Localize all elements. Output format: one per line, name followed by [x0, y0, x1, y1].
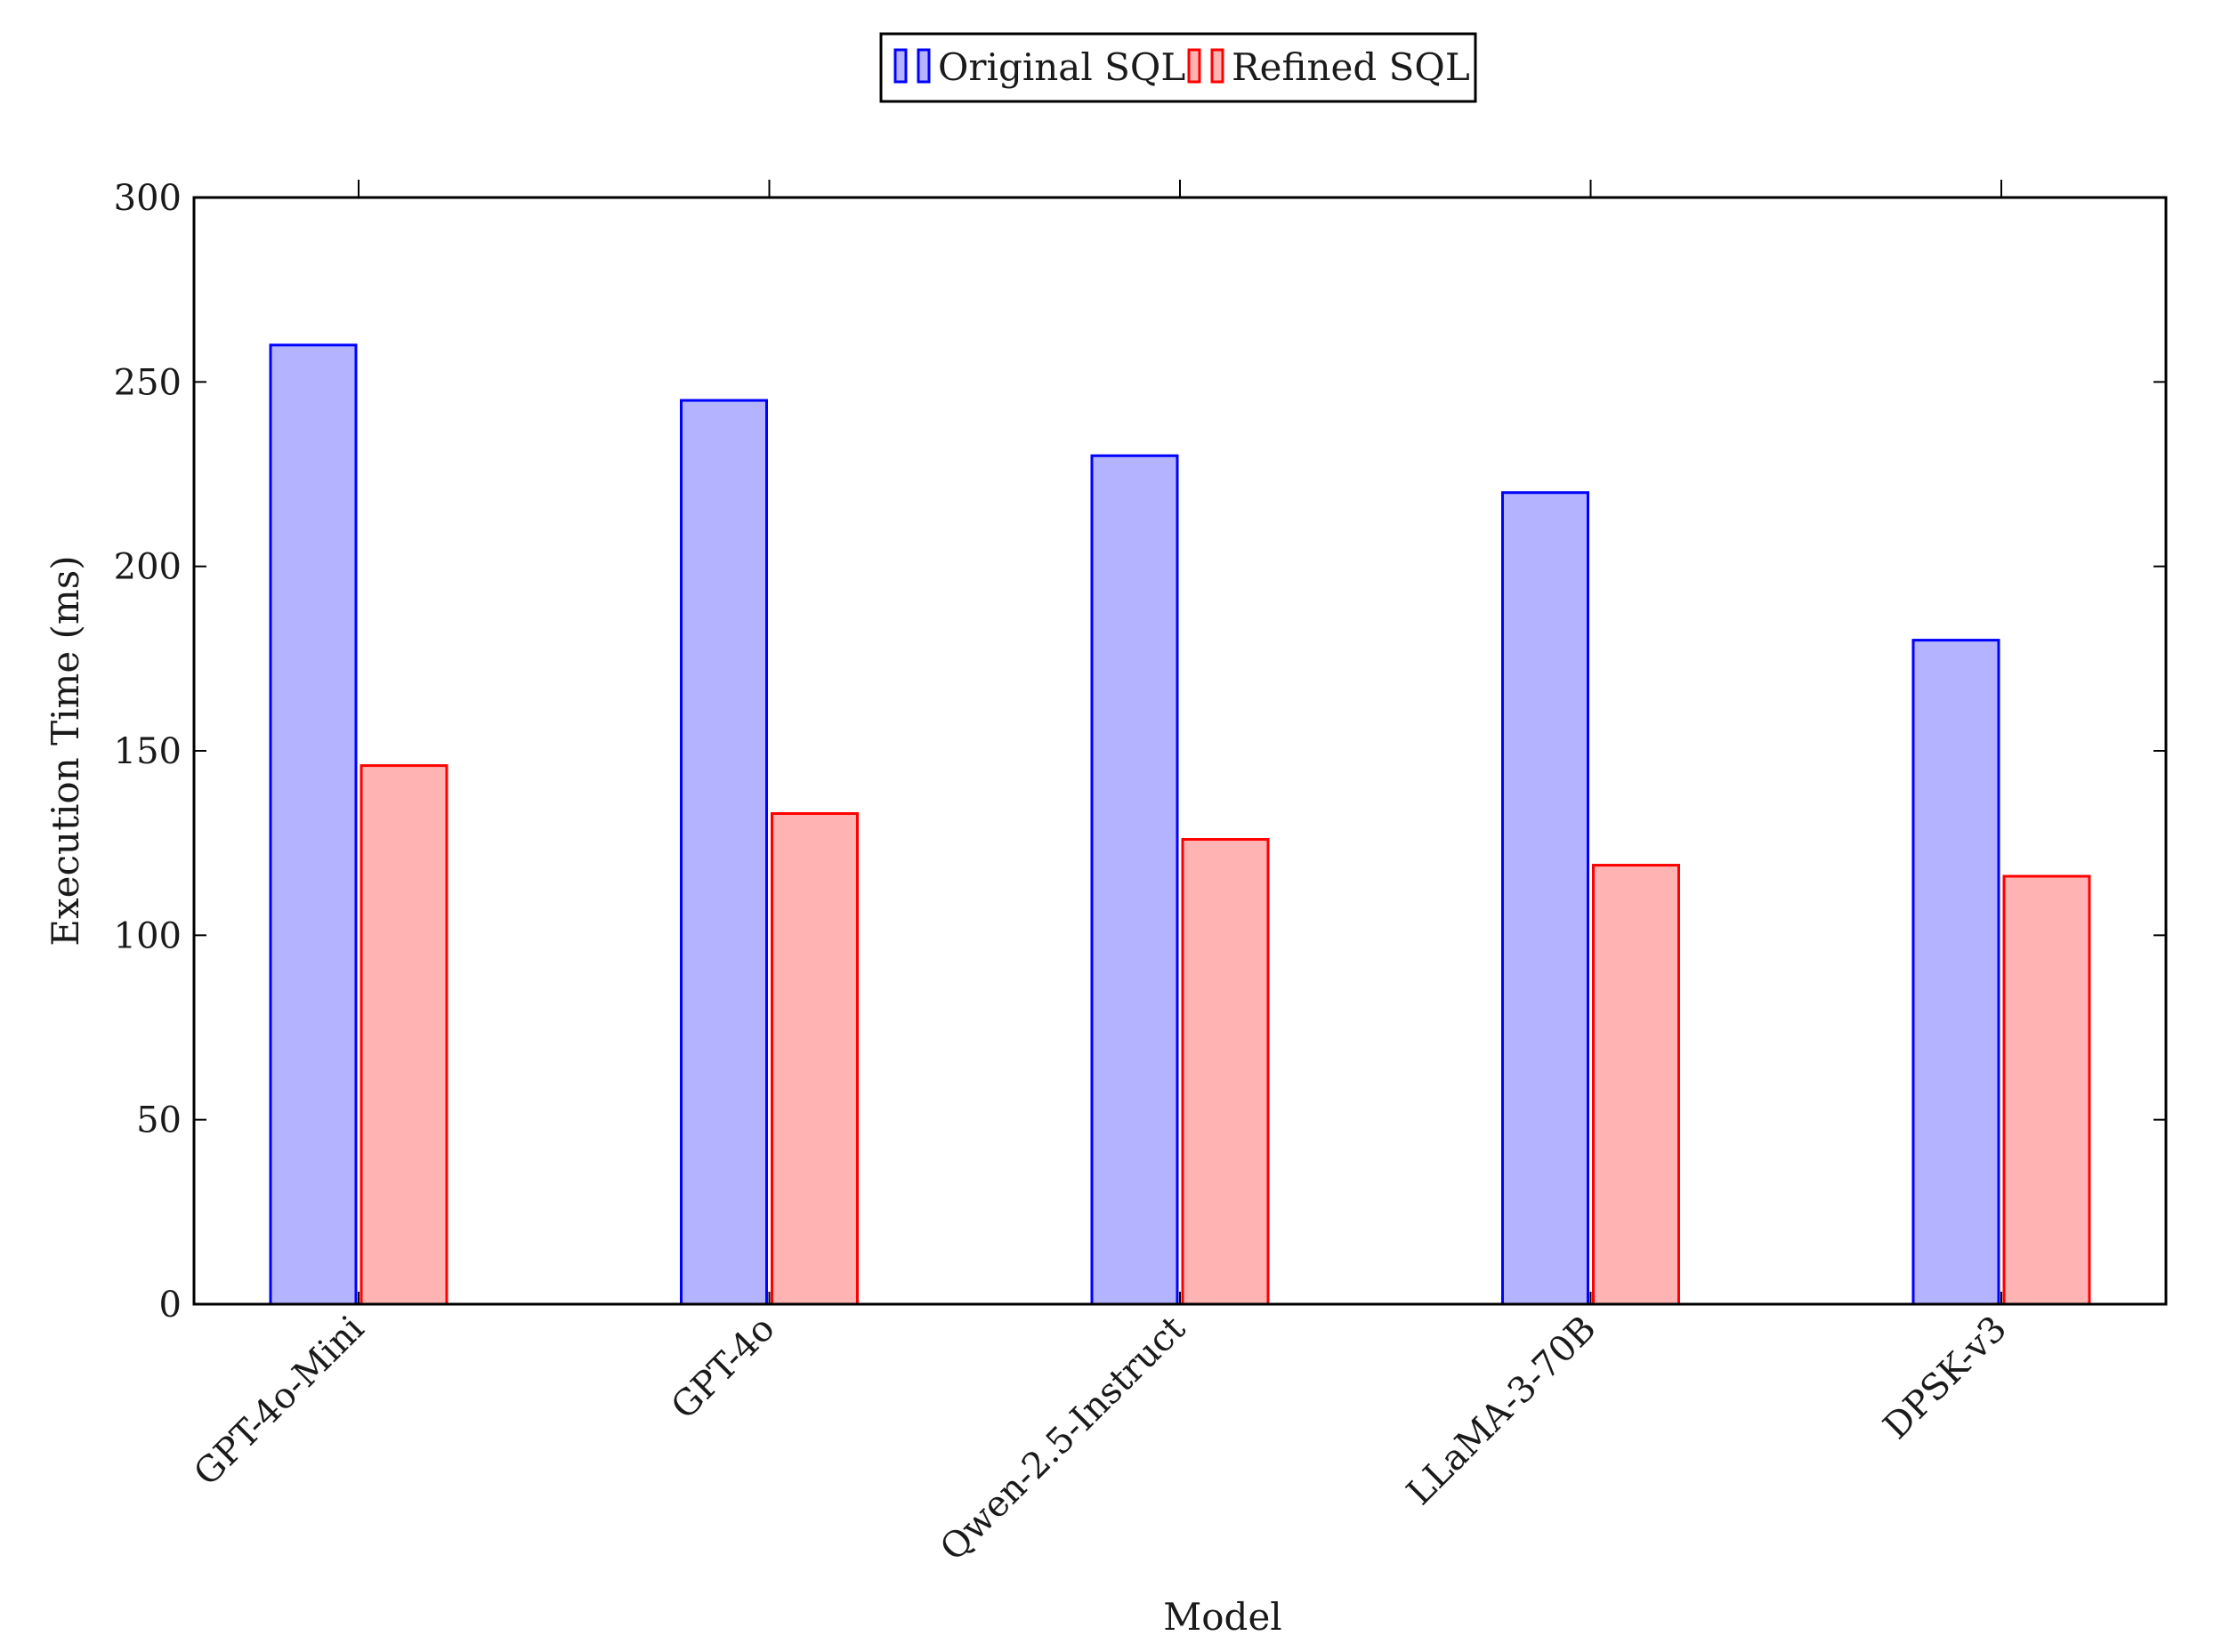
axis-ticks — [194, 180, 2166, 1305]
x-axis-label: Model — [1163, 1595, 1281, 1639]
bar-refined-sql-gpt-4o-mini — [360, 764, 448, 1306]
bar-refined-sql-gpt-4o — [771, 811, 859, 1306]
legend: Original SQL Refined SQL — [879, 32, 1477, 103]
y-tick-labels: 0 50 100 150 200 250 300 — [114, 178, 182, 1326]
bar-refined-sql-llama-3-70b — [1592, 864, 1680, 1306]
legend-swatch-refined-sql — [1187, 48, 1201, 84]
bar-original-sql-gpt-4o-mini — [269, 343, 358, 1306]
legend-box — [879, 32, 1477, 103]
bar-refined-sql-dpsk-v3 — [2002, 874, 2091, 1306]
x-tick-label: LLaMA-3-70B — [1399, 1309, 1604, 1513]
legend-label-original-sql: Original SQL — [938, 45, 1185, 89]
bar-refined-sql-qwen-2-5-instruct — [1181, 838, 1270, 1306]
legend-swatch-original-sql — [893, 48, 908, 84]
bar-original-sql-llama-3-70b — [1501, 491, 1589, 1306]
y-tick-label: 0 — [159, 1285, 182, 1326]
y-tick-label: 50 — [136, 1100, 182, 1141]
y-axis-label: Execution Time (ms) — [44, 555, 87, 946]
y-tick-label: 300 — [114, 178, 182, 219]
y-tick-label: 250 — [114, 362, 182, 403]
legend-swatch-original-sql — [917, 48, 931, 84]
legend-swatch-refined-sql — [1210, 48, 1224, 84]
plot-frame — [192, 196, 2168, 1306]
bars — [269, 343, 2091, 1306]
x-tick-label: Qwen-2.5-Instruct — [933, 1309, 1193, 1569]
x-tick-label: GPT-4o-Mini — [186, 1309, 372, 1495]
x-tick-label: GPT-4o — [664, 1309, 783, 1428]
y-tick-label: 200 — [114, 547, 182, 588]
x-tick-labels: GPT-4o-Mini GPT-4o Qwen-2.5-Instruct LLaMA-… — [186, 1309, 2015, 1569]
y-tick-label: 150 — [114, 731, 182, 772]
bar-original-sql-dpsk-v3 — [1911, 639, 2000, 1306]
y-tick-label: 100 — [114, 915, 182, 956]
legend-label-refined-sql: Refined SQL — [1232, 45, 1470, 89]
x-tick-label: DPSK-v3 — [1876, 1309, 2015, 1447]
bar-original-sql-qwen-2-5-instruct — [1090, 454, 1179, 1306]
bar-original-sql-gpt-4o — [680, 399, 768, 1306]
